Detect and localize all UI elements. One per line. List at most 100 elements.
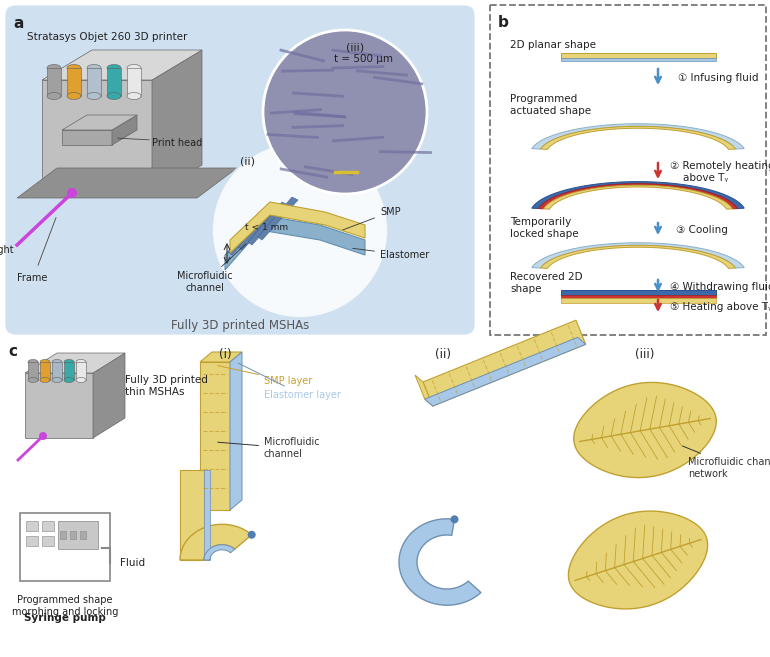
Polygon shape (532, 181, 745, 208)
Polygon shape (204, 470, 210, 560)
Text: t = 500 μm: t = 500 μm (333, 54, 393, 64)
Text: Microfluidic channel
network: Microfluidic channel network (682, 446, 770, 479)
Polygon shape (568, 511, 708, 609)
Ellipse shape (47, 93, 61, 99)
Text: Elastomer: Elastomer (353, 248, 429, 260)
Polygon shape (25, 353, 125, 373)
Text: (iii): (iii) (346, 42, 364, 52)
Ellipse shape (87, 93, 101, 99)
Ellipse shape (28, 378, 38, 382)
Bar (20, 513, 110, 581)
Bar (40, 362, 50, 380)
Circle shape (67, 188, 77, 198)
Polygon shape (399, 519, 481, 605)
Bar (561, 53, 716, 58)
Bar (26, 536, 38, 546)
Bar (42, 521, 54, 531)
Bar (52, 362, 62, 380)
Bar (26, 521, 38, 531)
Polygon shape (17, 168, 237, 198)
Polygon shape (200, 352, 242, 362)
Text: Fluid: Fluid (120, 558, 145, 568)
Circle shape (212, 142, 388, 318)
Ellipse shape (64, 359, 74, 365)
Text: ② Remotely heating
    above Tᵧ: ② Remotely heating above Tᵧ (670, 161, 770, 183)
Polygon shape (532, 124, 745, 149)
Polygon shape (152, 50, 202, 195)
Bar (87, 68, 101, 96)
Text: Fully 3D printed MSHAs: Fully 3D printed MSHAs (171, 319, 309, 332)
Text: SMP: SMP (343, 207, 400, 230)
Circle shape (39, 432, 47, 440)
Bar (561, 295, 716, 298)
Text: t < 1 mm: t < 1 mm (245, 223, 288, 233)
Bar (561, 58, 716, 61)
Ellipse shape (28, 359, 38, 365)
Text: b: b (498, 15, 509, 30)
Polygon shape (423, 320, 586, 406)
Circle shape (450, 515, 458, 524)
Text: ③ Cooling: ③ Cooling (676, 225, 728, 235)
Bar (127, 68, 141, 96)
Text: UV light: UV light (0, 245, 14, 255)
Polygon shape (230, 352, 242, 510)
Ellipse shape (107, 64, 121, 72)
Text: (iii): (iii) (635, 348, 654, 361)
Circle shape (248, 531, 256, 539)
Ellipse shape (87, 64, 101, 72)
Polygon shape (544, 185, 732, 209)
Ellipse shape (40, 378, 50, 382)
FancyBboxPatch shape (4, 4, 476, 336)
Text: Microfluidic
channel: Microfluidic channel (177, 244, 246, 293)
Text: Syringe pump: Syringe pump (24, 613, 106, 623)
Ellipse shape (52, 359, 62, 365)
Bar (60, 531, 66, 539)
Ellipse shape (76, 378, 86, 382)
Text: Print head: Print head (152, 138, 203, 148)
Polygon shape (42, 80, 152, 195)
Polygon shape (62, 115, 137, 130)
Bar (490, 5, 766, 335)
Ellipse shape (76, 359, 86, 365)
Bar (76, 362, 86, 380)
Text: (i): (i) (219, 348, 231, 361)
Polygon shape (112, 115, 137, 145)
Ellipse shape (127, 64, 141, 72)
Text: ⑤ Heating above Tᵧ: ⑤ Heating above Tᵧ (670, 302, 770, 312)
Polygon shape (415, 375, 433, 406)
Text: ④ Withdrawing fluid: ④ Withdrawing fluid (670, 282, 770, 292)
Bar (80, 531, 86, 539)
Polygon shape (541, 245, 735, 269)
Text: Elastomer layer: Elastomer layer (239, 363, 341, 400)
Ellipse shape (64, 378, 74, 382)
Ellipse shape (67, 64, 81, 72)
Bar (561, 290, 716, 295)
Bar (70, 531, 76, 539)
Ellipse shape (127, 93, 141, 99)
Text: Recovered 2D
shape: Recovered 2D shape (510, 272, 583, 294)
Polygon shape (541, 126, 735, 149)
Ellipse shape (40, 359, 50, 365)
Polygon shape (204, 545, 235, 560)
Polygon shape (93, 353, 125, 438)
Polygon shape (532, 243, 745, 268)
Polygon shape (539, 184, 738, 209)
Ellipse shape (67, 93, 81, 99)
Bar (200, 362, 230, 510)
Polygon shape (425, 337, 586, 406)
Bar (561, 298, 716, 303)
Text: a: a (13, 16, 23, 31)
Polygon shape (180, 524, 252, 560)
Polygon shape (574, 382, 716, 478)
Bar (58, 521, 98, 549)
Circle shape (263, 30, 427, 194)
Polygon shape (228, 212, 268, 255)
Text: Stratasys Objet 260 3D printer: Stratasys Objet 260 3D printer (27, 32, 187, 42)
Polygon shape (42, 50, 202, 80)
Polygon shape (230, 202, 365, 253)
Text: Frame: Frame (17, 273, 48, 283)
Text: ① Infusing fluid: ① Infusing fluid (678, 73, 758, 83)
Polygon shape (225, 215, 365, 270)
Bar (47, 68, 61, 96)
Ellipse shape (47, 64, 61, 72)
